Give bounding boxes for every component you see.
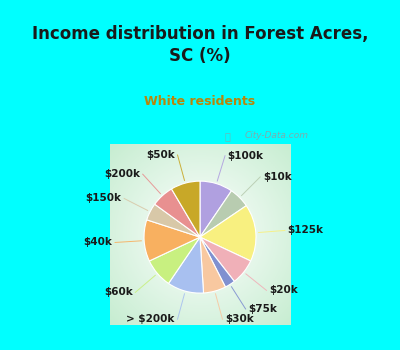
Text: $100k: $100k	[228, 151, 264, 161]
Text: $30k: $30k	[225, 314, 254, 324]
Wedge shape	[200, 237, 226, 293]
Wedge shape	[200, 191, 246, 237]
Text: $40k: $40k	[84, 237, 112, 247]
Text: $200k: $200k	[104, 169, 140, 179]
Wedge shape	[168, 237, 204, 293]
Text: $10k: $10k	[263, 172, 292, 182]
Wedge shape	[147, 204, 200, 237]
Text: $60k: $60k	[104, 287, 132, 298]
Text: White residents: White residents	[144, 96, 256, 108]
Text: City-Data.com: City-Data.com	[244, 131, 308, 140]
Wedge shape	[200, 237, 234, 287]
Wedge shape	[155, 189, 200, 237]
Wedge shape	[149, 237, 200, 284]
Text: $150k: $150k	[86, 194, 122, 203]
Text: $125k: $125k	[288, 225, 324, 236]
Wedge shape	[200, 237, 251, 281]
Wedge shape	[172, 181, 200, 237]
Text: $75k: $75k	[248, 304, 277, 314]
Wedge shape	[200, 206, 256, 261]
Text: > $200k: > $200k	[126, 314, 175, 324]
Text: $20k: $20k	[269, 285, 298, 295]
Wedge shape	[144, 220, 200, 261]
Wedge shape	[200, 181, 232, 237]
Text: $50k: $50k	[146, 150, 175, 160]
Text: ⓘ: ⓘ	[225, 131, 231, 141]
Text: Income distribution in Forest Acres,
SC (%): Income distribution in Forest Acres, SC …	[32, 25, 368, 65]
